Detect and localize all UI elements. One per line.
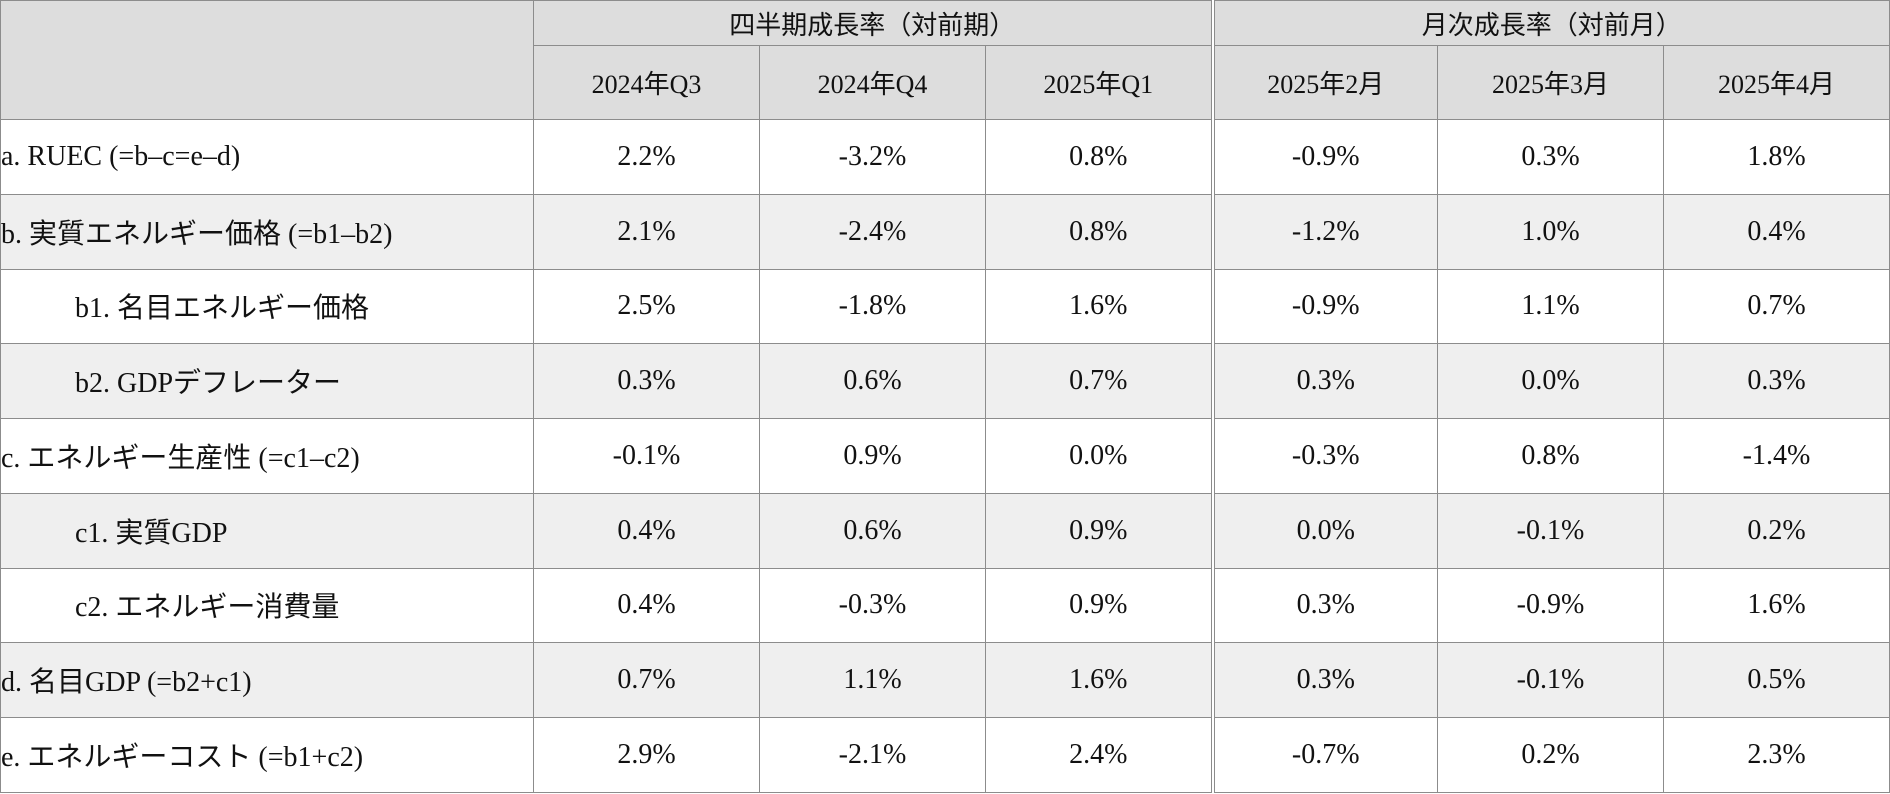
table-row: b. 実質エネルギー価格 (=b1–b2) 2.1% -2.4% 0.8% -1… <box>0 193 1890 270</box>
table-cell: -0.9% <box>1210 268 1438 345</box>
column-header: 2025年4月 <box>1662 45 1890 120</box>
table-header: 四半期成長率（対前期） 月次成長率（対前月） 2024年Q3 2024年Q4 2… <box>0 0 1890 120</box>
row-label: a. RUEC (=b–c=e–d) <box>0 119 534 195</box>
table-cell: 0.5% <box>1662 642 1890 719</box>
row-label: b2. GDPデフレーター <box>0 343 534 420</box>
table-cell: 1.1% <box>1437 268 1664 345</box>
table-cell: 0.3% <box>1210 642 1438 719</box>
row-label: c. エネルギー生産性 (=c1–c2) <box>0 418 534 494</box>
table-cell: 0.3% <box>1662 343 1890 420</box>
table-row: b1. 名目エネルギー価格 2.5% -1.8% 1.6% -0.9% 1.1%… <box>0 268 1890 345</box>
table-cell: 2.4% <box>985 717 1213 793</box>
table-row: c2. エネルギー消費量 0.4% -0.3% 0.9% 0.3% -0.9% … <box>0 567 1890 644</box>
table-cell: 0.2% <box>1662 492 1890 569</box>
table-cell: -0.1% <box>533 418 760 494</box>
header-corner-cell <box>0 0 534 120</box>
table-cell: -1.2% <box>1210 193 1438 270</box>
table-cell: 0.3% <box>1437 119 1664 195</box>
table-cell: -2.1% <box>759 717 986 793</box>
table-cell: 0.7% <box>533 642 760 719</box>
row-label: d. 名目GDP (=b2+c1) <box>0 642 534 719</box>
table-cell: 0.9% <box>985 567 1213 644</box>
table-row: a. RUEC (=b–c=e–d) 2.2% -3.2% 0.8% -0.9%… <box>0 119 1890 195</box>
table-cell: -0.7% <box>1210 717 1438 793</box>
table-cell: 1.1% <box>759 642 986 719</box>
table-cell: 2.2% <box>533 119 760 195</box>
table-cell: 0.3% <box>533 343 760 420</box>
table-row: e. エネルギーコスト (=b1+c2) 2.9% -2.1% 2.4% -0.… <box>0 717 1890 793</box>
table-cell: 0.0% <box>1210 492 1438 569</box>
table-cell: -0.1% <box>1437 642 1664 719</box>
table-row: b2. GDPデフレーター 0.3% 0.6% 0.7% 0.3% 0.0% 0… <box>0 343 1890 420</box>
table-cell: -0.3% <box>759 567 986 644</box>
table-cell: 1.6% <box>1662 567 1890 644</box>
table-cell: 1.6% <box>985 642 1213 719</box>
table-cell: 0.2% <box>1437 717 1664 793</box>
table-cell: -0.3% <box>1210 418 1438 494</box>
column-header: 2025年3月 <box>1437 45 1664 120</box>
table-row: c1. 実質GDP 0.4% 0.6% 0.9% 0.0% -0.1% 0.2% <box>0 492 1890 569</box>
table-cell: 0.0% <box>985 418 1213 494</box>
table-cell: 0.9% <box>985 492 1213 569</box>
table-cell: 2.1% <box>533 193 760 270</box>
table-cell: 2.3% <box>1662 717 1890 793</box>
table-cell: 2.9% <box>533 717 760 793</box>
column-header: 2025年Q1 <box>985 45 1213 120</box>
table-cell: -0.1% <box>1437 492 1664 569</box>
table-cell: 0.8% <box>985 193 1213 270</box>
table-cell: 1.8% <box>1662 119 1890 195</box>
table-cell: 0.4% <box>533 492 760 569</box>
table-cell: -1.4% <box>1662 418 1890 494</box>
table-cell: 0.0% <box>1437 343 1664 420</box>
table-cell: -1.8% <box>759 268 986 345</box>
table-cell: 0.8% <box>1437 418 1664 494</box>
table-row: c. エネルギー生産性 (=c1–c2) -0.1% 0.9% 0.0% -0.… <box>0 418 1890 494</box>
table-cell: 0.4% <box>533 567 760 644</box>
table-cell: 0.7% <box>985 343 1213 420</box>
table-cell: 0.8% <box>985 119 1213 195</box>
monthly-group-header: 月次成長率（対前月） <box>1210 0 1890 46</box>
table-cell: 0.6% <box>759 343 986 420</box>
column-header: 2025年2月 <box>1210 45 1438 120</box>
row-label: b. 実質エネルギー価格 (=b1–b2) <box>0 193 534 270</box>
table-cell: 0.3% <box>1210 567 1438 644</box>
table-cell: 0.6% <box>759 492 986 569</box>
row-label: b1. 名目エネルギー価格 <box>0 268 534 345</box>
row-label: c1. 実質GDP <box>0 492 534 569</box>
column-header: 2024年Q4 <box>759 45 986 120</box>
table-cell: 0.9% <box>759 418 986 494</box>
table-cell: 2.5% <box>533 268 760 345</box>
table-row: d. 名目GDP (=b2+c1) 0.7% 1.1% 1.6% 0.3% -0… <box>0 642 1890 719</box>
quarterly-group-header: 四半期成長率（対前期） <box>533 0 1213 46</box>
table-cell: 1.0% <box>1437 193 1664 270</box>
table-body: a. RUEC (=b–c=e–d) 2.2% -3.2% 0.8% -0.9%… <box>0 119 1890 793</box>
table-cell: 0.7% <box>1662 268 1890 345</box>
table-cell: 0.4% <box>1662 193 1890 270</box>
group-header-row: 四半期成長率（対前期） 月次成長率（対前月） <box>0 0 1890 120</box>
table-cell: 0.3% <box>1210 343 1438 420</box>
column-header: 2024年Q3 <box>533 45 760 120</box>
row-label: e. エネルギーコスト (=b1+c2) <box>0 717 534 793</box>
row-label: c2. エネルギー消費量 <box>0 567 534 644</box>
column-header-row: 2024年Q3 2024年Q4 2025年Q1 2025年2月 2025年3月 … <box>1 45 1890 120</box>
table-cell: -0.9% <box>1437 567 1664 644</box>
table-cell: -2.4% <box>759 193 986 270</box>
table-cell: -3.2% <box>759 119 986 195</box>
table-cell: 1.6% <box>985 268 1213 345</box>
table-cell: -0.9% <box>1210 119 1438 195</box>
